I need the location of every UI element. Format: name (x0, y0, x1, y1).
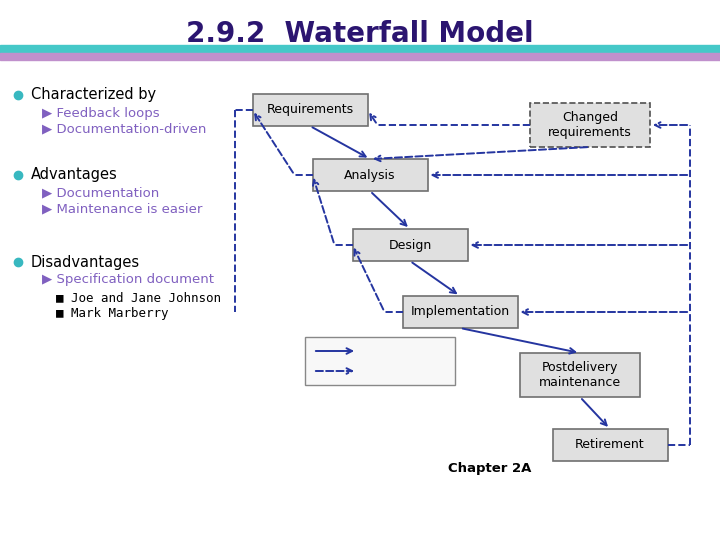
FancyBboxPatch shape (402, 296, 518, 328)
Text: Advantages: Advantages (31, 167, 118, 183)
Text: Analysis: Analysis (344, 168, 396, 181)
FancyBboxPatch shape (520, 353, 640, 397)
Text: ▶ Documentation: ▶ Documentation (42, 186, 159, 199)
Text: Postdelivery
maintenance: Postdelivery maintenance (539, 361, 621, 389)
Bar (305, 337, 455, 385)
Text: Changed
requirements: Changed requirements (548, 111, 632, 139)
Text: Characterized by: Characterized by (31, 87, 156, 103)
FancyBboxPatch shape (353, 229, 467, 261)
Text: Design: Design (388, 239, 431, 252)
Text: Implementation: Implementation (410, 306, 510, 319)
Text: Development: Development (362, 345, 441, 357)
Text: ■ Joe and Jane Johnson: ■ Joe and Jane Johnson (56, 292, 221, 305)
FancyBboxPatch shape (552, 429, 667, 461)
Text: ■ Mark Marberry: ■ Mark Marberry (56, 307, 168, 321)
Text: 2.9.2  Waterfall Model: 2.9.2 Waterfall Model (186, 20, 534, 48)
Text: ▶ Documentation-driven: ▶ Documentation-driven (42, 123, 207, 136)
FancyBboxPatch shape (312, 159, 428, 191)
Text: Requirements: Requirements (266, 104, 354, 117)
Text: ▶ Feedback loops: ▶ Feedback loops (42, 106, 160, 119)
Text: Disadvantages: Disadvantages (31, 254, 140, 269)
Bar (0, 45, 720, 53)
Text: ▶ Maintenance is easier: ▶ Maintenance is easier (42, 202, 202, 215)
FancyBboxPatch shape (530, 103, 650, 147)
Text: ▶ Specification document: ▶ Specification document (42, 273, 214, 287)
FancyBboxPatch shape (253, 94, 367, 126)
Text: Chapter 2A: Chapter 2A (449, 462, 531, 475)
Bar (0, 53, 720, 60)
Text: Maintenance: Maintenance (362, 364, 438, 377)
Text: Retirement: Retirement (575, 438, 645, 451)
